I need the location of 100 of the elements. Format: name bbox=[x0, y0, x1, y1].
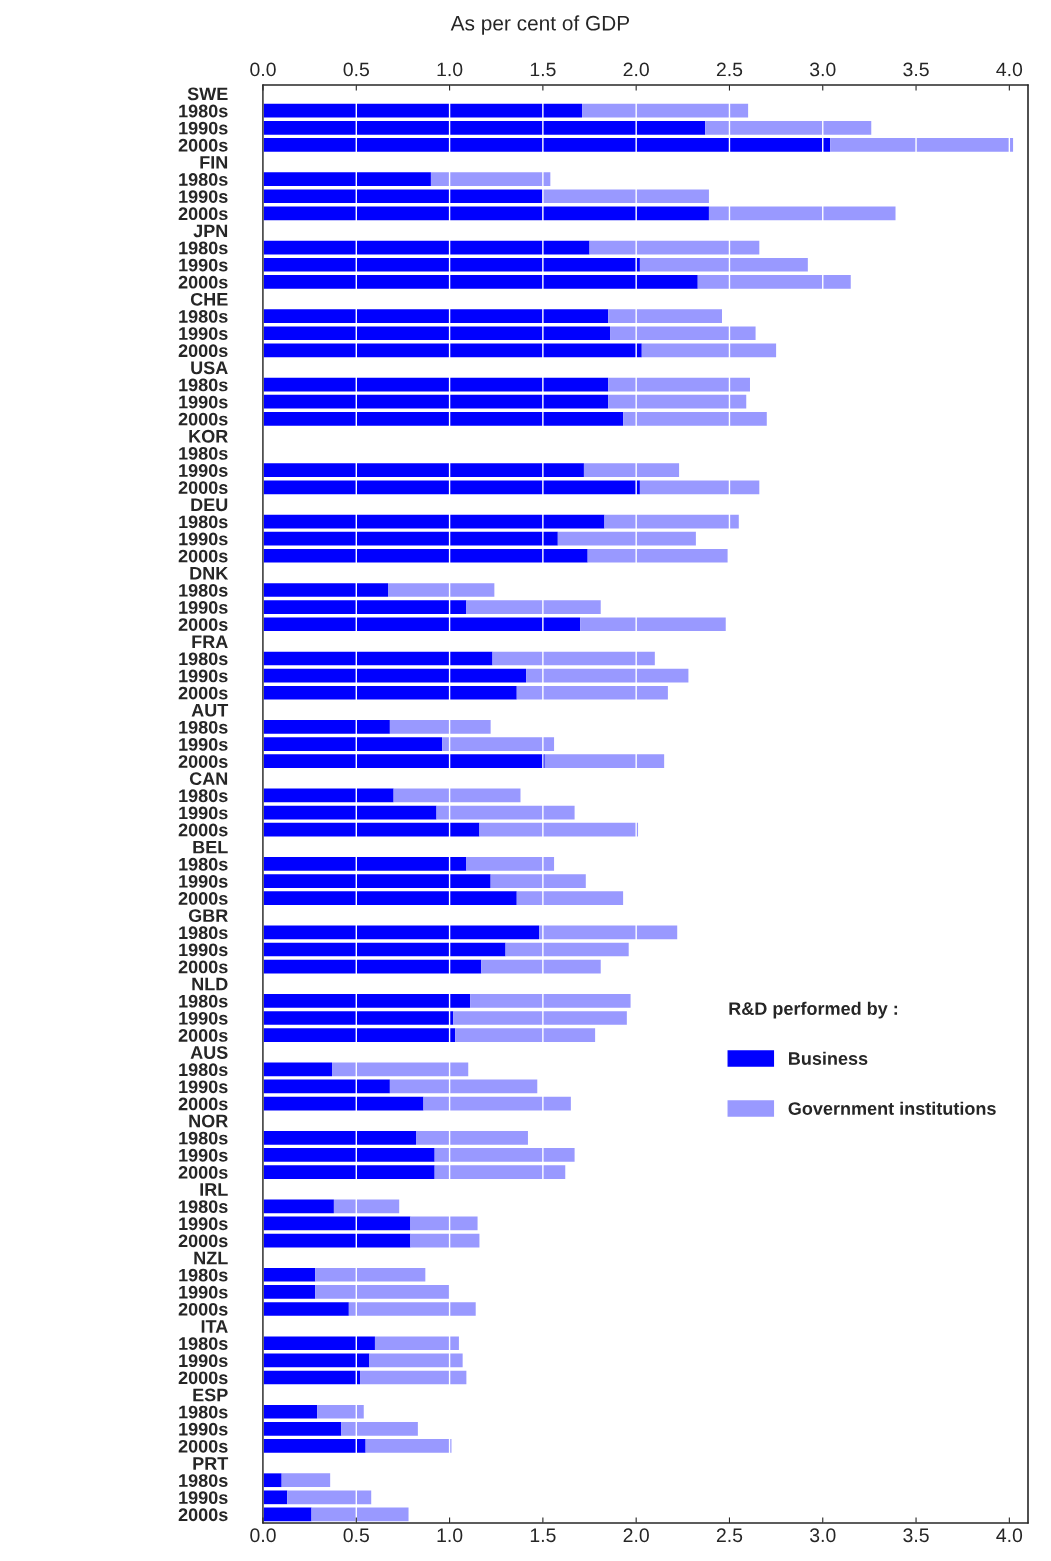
y-tick-label: 1990s bbox=[179, 1422, 228, 1436]
bar bbox=[263, 925, 540, 940]
y-tick-label: NZL bbox=[194, 1251, 228, 1265]
bar bbox=[263, 1216, 411, 1231]
bar bbox=[263, 172, 431, 186]
bar bbox=[263, 309, 609, 323]
y-tick-label: DNK bbox=[190, 567, 229, 580]
bar bbox=[263, 480, 640, 495]
bar bbox=[434, 1165, 566, 1179]
y-tick-label: 1980s bbox=[179, 1200, 228, 1214]
y-tick-label: 2000s bbox=[178, 275, 228, 289]
bar bbox=[639, 480, 760, 495]
bar bbox=[608, 394, 747, 409]
y-tick-label: USA bbox=[191, 361, 228, 375]
y-tick-label: DEU bbox=[191, 498, 228, 512]
y-tick-label: 1990s bbox=[179, 669, 228, 683]
y-tick-label: 1980s bbox=[179, 652, 228, 666]
x-tick-label: 1.5 bbox=[530, 1528, 556, 1543]
bar bbox=[315, 1267, 426, 1282]
bar bbox=[479, 822, 639, 837]
y-tick-label: 1990s bbox=[179, 806, 228, 820]
bar bbox=[263, 377, 609, 392]
y-tick-label: 1980s bbox=[179, 1405, 228, 1419]
bar bbox=[263, 583, 389, 597]
bar bbox=[263, 463, 584, 478]
bar bbox=[263, 257, 640, 272]
bar bbox=[263, 240, 590, 255]
y-tick-label: 2000s bbox=[178, 892, 228, 905]
bar bbox=[263, 1079, 390, 1094]
x-tick-label: 3.0 bbox=[809, 1528, 836, 1543]
x2-tick-label: 3.5 bbox=[903, 62, 929, 77]
bar bbox=[263, 120, 706, 135]
bar bbox=[263, 206, 709, 221]
bar bbox=[455, 1028, 596, 1042]
y-tick-label: 2000s bbox=[178, 207, 228, 221]
y-tick-label: 1990s bbox=[179, 601, 228, 614]
y-tick-label: 1980s bbox=[179, 1268, 228, 1282]
y-tick-label: 2000s bbox=[178, 618, 228, 631]
bar bbox=[263, 1199, 334, 1214]
y-tick-label: 1980s bbox=[179, 104, 228, 118]
y-tick-label: 1980s bbox=[179, 378, 228, 392]
bar bbox=[263, 857, 467, 871]
bar bbox=[263, 1165, 435, 1179]
y-tick-label: 2000s bbox=[178, 1508, 228, 1522]
x-tick-label: 0.5 bbox=[343, 1528, 369, 1543]
y-tick-label: 2000s bbox=[178, 138, 228, 152]
bar bbox=[410, 1233, 480, 1248]
x-tick-label: 2.5 bbox=[716, 1528, 743, 1543]
bar bbox=[263, 651, 493, 666]
y-tick-label: JPN bbox=[193, 224, 228, 238]
bar bbox=[263, 1490, 288, 1505]
bar bbox=[263, 548, 588, 563]
y-tick-label: 2000s bbox=[178, 960, 228, 974]
bar bbox=[263, 514, 605, 529]
y-tick-label: AUS bbox=[190, 1046, 228, 1059]
bar bbox=[388, 583, 495, 597]
x2-tick-label: 0.0 bbox=[250, 62, 276, 77]
bar bbox=[348, 1302, 476, 1316]
bar bbox=[263, 531, 558, 546]
bar bbox=[263, 411, 624, 426]
y-tick-label: 2000s bbox=[178, 1439, 228, 1453]
bar bbox=[263, 737, 443, 751]
x2-tick-label: 0.5 bbox=[343, 62, 369, 77]
bar bbox=[263, 1028, 456, 1042]
y-tick-label: 1980s bbox=[179, 857, 228, 871]
bar bbox=[436, 805, 575, 820]
bar bbox=[516, 685, 668, 700]
y-tick-label: 1980s bbox=[179, 583, 228, 597]
bar bbox=[582, 103, 749, 118]
y-tick-label: 1990s bbox=[179, 190, 228, 203]
y-tick-label: 1980s bbox=[179, 789, 228, 803]
y-tick-label: NLD bbox=[192, 977, 228, 991]
y-tick-label: 1990s bbox=[179, 1354, 228, 1368]
bar bbox=[587, 548, 728, 563]
y-tick-label: 1980s bbox=[179, 1063, 228, 1077]
y-tick-label: 1980s bbox=[179, 515, 228, 529]
bar bbox=[263, 1439, 366, 1453]
y-tick-label: 1990s bbox=[179, 738, 228, 751]
y-tick-label: PRT bbox=[193, 1457, 229, 1470]
bar bbox=[263, 617, 581, 632]
bar bbox=[453, 1011, 627, 1025]
x2-tick-label: 1.5 bbox=[530, 62, 556, 77]
y-tick-label: 2000s bbox=[178, 1371, 228, 1385]
y-tick-label: 1990s bbox=[179, 1285, 228, 1299]
bar bbox=[526, 668, 689, 683]
y-tick-label: 1990s bbox=[179, 121, 228, 135]
bar bbox=[263, 1404, 318, 1419]
bar bbox=[263, 275, 698, 289]
bar bbox=[263, 822, 480, 837]
bar bbox=[608, 377, 750, 392]
y-tick-label: 2000s bbox=[178, 1029, 228, 1042]
y-tick-label: 2000s bbox=[178, 823, 228, 837]
bar bbox=[263, 942, 506, 957]
bar bbox=[365, 1439, 452, 1453]
y-tick-label: AUT bbox=[191, 703, 229, 717]
bar bbox=[263, 1233, 411, 1248]
y-tick-label: 1980s bbox=[179, 926, 228, 940]
bar bbox=[332, 1062, 469, 1077]
y-tick-label: 2000s bbox=[178, 549, 228, 563]
y-tick-label: 2000s bbox=[178, 1302, 228, 1316]
